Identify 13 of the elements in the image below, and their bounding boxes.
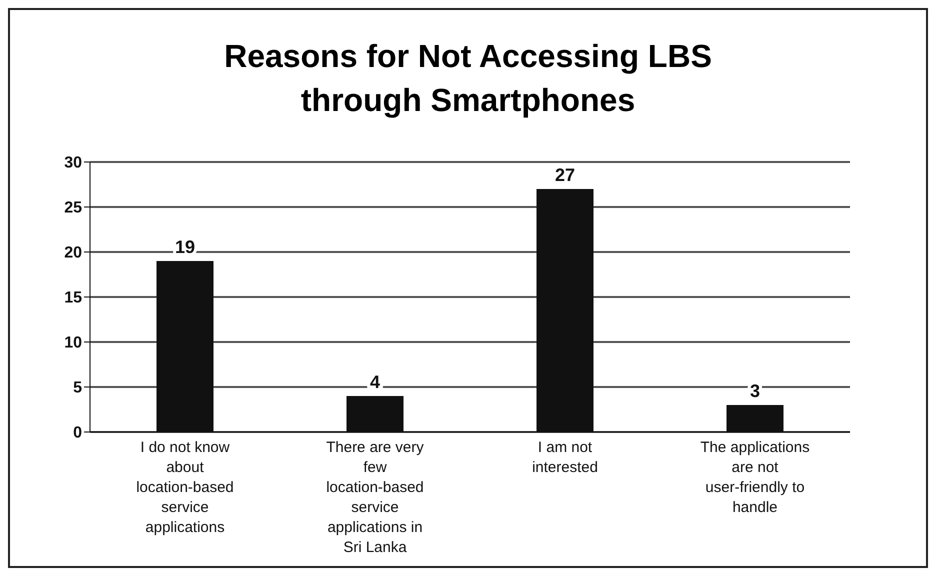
x-tick-label: I am not interested xyxy=(532,439,598,476)
y-tick-label: 5 xyxy=(73,380,82,397)
x-tick-label: The applications are not user-friendly to handle xyxy=(700,439,810,516)
y-tick-label: 20 xyxy=(64,244,82,262)
x-tick-label: I do not know about location-based service applications xyxy=(136,439,234,536)
y-tick-label: 25 xyxy=(64,200,82,217)
y-tick-label: 0 xyxy=(73,424,82,442)
y-tick-label: 30 xyxy=(64,154,82,172)
data-label: 27 xyxy=(554,165,576,185)
y-tick-label: 10 xyxy=(64,334,82,352)
y-tick-label: 15 xyxy=(64,290,82,307)
x-tick-label: There are very few location-based service applications in Sri Lanka xyxy=(326,439,424,556)
chart-title: Reasons for Not Accessing LBS through Smartphones xyxy=(223,37,713,120)
